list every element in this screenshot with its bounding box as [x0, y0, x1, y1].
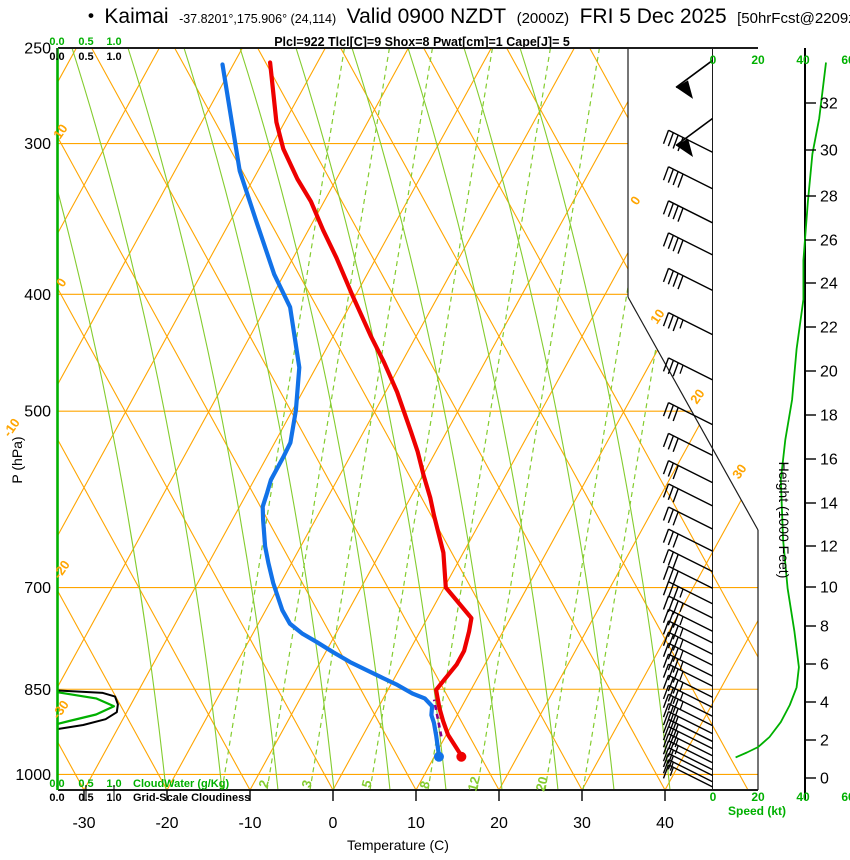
svg-text:700: 700 [24, 580, 51, 597]
svg-text:-10: -10 [0, 415, 23, 439]
svg-text:14: 14 [820, 496, 838, 513]
station-bullet-icon: • [88, 6, 94, 25]
svg-text:0: 0 [710, 790, 717, 804]
svg-text:1000: 1000 [15, 767, 51, 784]
svg-text:850: 850 [24, 682, 51, 699]
chart-title: • Kaimai -37.8201°,175.906° (24,114) Val… [88, 5, 850, 29]
svg-text:0.5: 0.5 [78, 51, 93, 63]
svg-text:3: 3 [298, 778, 314, 789]
svg-text:0: 0 [53, 275, 69, 290]
svg-text:0: 0 [820, 771, 829, 788]
svg-text:4: 4 [820, 695, 829, 712]
station-name: Kaimai [104, 5, 169, 28]
svg-text:20: 20 [687, 386, 708, 406]
svg-text:20: 20 [751, 790, 765, 804]
svg-text:-30: -30 [49, 697, 72, 721]
valid-zulu: (2000Z) [516, 10, 570, 27]
svg-text:1.0: 1.0 [106, 36, 121, 48]
svg-text:300: 300 [24, 136, 51, 153]
svg-text:30: 30 [573, 815, 591, 832]
svg-text:5: 5 [358, 778, 374, 789]
svg-text:Speed (kt): Speed (kt) [728, 804, 786, 818]
svg-text:0.0: 0.0 [49, 51, 64, 63]
svg-text:CloudWater (g/Kg): CloudWater (g/Kg) [133, 778, 229, 790]
svg-text:0: 0 [627, 193, 643, 208]
svg-text:0.5: 0.5 [78, 36, 93, 48]
plot-border [56, 47, 806, 800]
svg-text:-20: -20 [50, 557, 73, 581]
svg-text:1.0: 1.0 [106, 778, 121, 790]
background-grid [58, 48, 758, 790]
svg-text:2: 2 [820, 733, 829, 750]
svg-text:8: 8 [416, 779, 432, 790]
svg-text:16: 16 [820, 452, 838, 469]
svg-text:8: 8 [820, 619, 829, 636]
svg-text:26: 26 [820, 233, 838, 250]
cloud-profiles [57, 689, 119, 730]
valid-time: Valid 0900 NZDT [346, 5, 507, 28]
svg-text:32: 32 [820, 96, 838, 113]
svg-text:18: 18 [820, 408, 838, 425]
svg-text:20: 20 [533, 775, 551, 793]
svg-text:22: 22 [820, 320, 838, 337]
svg-text:Temperature (C): Temperature (C) [347, 837, 449, 853]
svg-text:0.5: 0.5 [78, 778, 93, 790]
station-coords: -37.8201°,175.906° (24,114) [179, 12, 337, 26]
svg-text:12: 12 [820, 539, 838, 556]
svg-text:Height (1000 Feet): Height (1000 Feet) [776, 462, 792, 579]
svg-text:400: 400 [24, 287, 51, 304]
svg-text:10: 10 [820, 580, 838, 597]
svg-text:30: 30 [729, 461, 750, 481]
svg-text:0: 0 [710, 53, 717, 67]
svg-text:10: 10 [407, 815, 425, 832]
svg-text:500: 500 [24, 404, 51, 421]
svg-text:60: 60 [841, 53, 850, 67]
svg-text:20: 20 [490, 815, 508, 832]
svg-text:Grid-Scale Cloudiness: Grid-Scale Cloudiness [133, 792, 250, 804]
sounding-curves [220, 60, 474, 762]
forecast-run: [50hrFcst@2209z] [737, 10, 850, 27]
svg-text:2: 2 [255, 778, 271, 789]
svg-text:10: 10 [647, 306, 668, 326]
sounding-indices: Plcl=922 Tlcl[C]=9 Shox=8 Pwat[cm]=1 Cap… [274, 35, 570, 49]
wind-barb-column [662, 59, 713, 788]
svg-text:30: 30 [820, 143, 838, 160]
svg-text:60: 60 [841, 790, 850, 804]
svg-text:250: 250 [24, 41, 51, 58]
speed-profile [735, 62, 827, 759]
svg-text:40: 40 [796, 790, 810, 804]
svg-text:0.0: 0.0 [49, 792, 64, 804]
svg-text:28: 28 [820, 189, 838, 206]
valid-date: FRI 5 Dec 2025 [579, 5, 727, 28]
svg-text:0.0: 0.0 [49, 36, 64, 48]
svg-text:40: 40 [796, 53, 810, 67]
svg-text:P (hPa): P (hPa) [9, 436, 25, 483]
svg-text:40: 40 [656, 815, 674, 832]
svg-text:0: 0 [329, 815, 338, 832]
svg-text:12: 12 [465, 775, 483, 793]
svg-text:-20: -20 [155, 815, 178, 832]
svg-text:1.0: 1.0 [106, 51, 121, 63]
svg-text:6: 6 [820, 657, 829, 674]
svg-text:20: 20 [820, 364, 838, 381]
svg-text:0.0: 0.0 [49, 778, 64, 790]
svg-text:10: 10 [50, 121, 71, 141]
svg-text:-30: -30 [72, 815, 95, 832]
svg-text:24: 24 [820, 276, 838, 293]
svg-text:-10: -10 [238, 815, 261, 832]
svg-text:20: 20 [751, 53, 765, 67]
